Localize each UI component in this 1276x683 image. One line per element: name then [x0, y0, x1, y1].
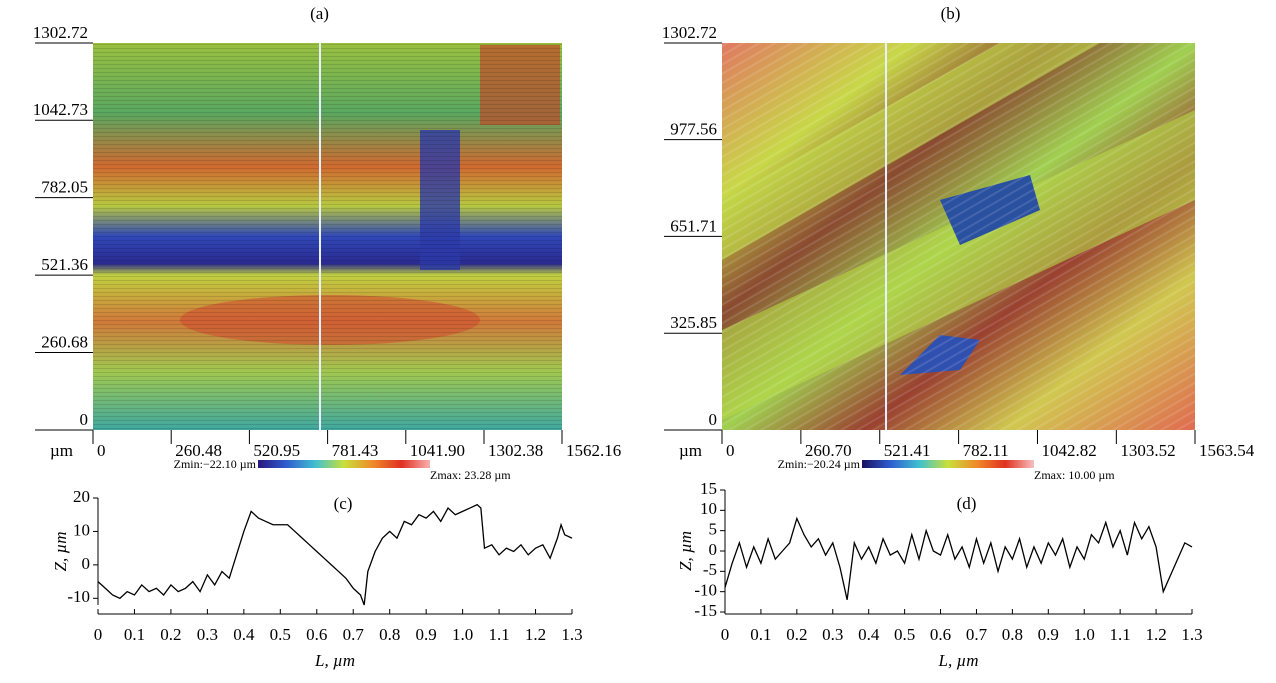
- x-tick-label: 0.4: [858, 625, 880, 644]
- x-unit-label: µm: [50, 441, 73, 460]
- x-tick-label: 260.48: [175, 441, 222, 460]
- y-tick-label: 0: [709, 410, 718, 429]
- x-tick-label: 0.5: [270, 625, 291, 644]
- x-tick-label: 0.2: [160, 625, 181, 644]
- x-tick-label: 1.2: [525, 625, 546, 644]
- panel-title: (a): [310, 4, 329, 23]
- y-tick-label: 0: [82, 554, 91, 573]
- x-tick-label: 1041.90: [410, 441, 465, 460]
- x-tick-label: 0: [97, 441, 106, 460]
- x-tick-label: 1.0: [452, 625, 473, 644]
- x-tick-label: 1303.52: [1120, 441, 1175, 460]
- y-tick-label: -5: [703, 560, 717, 579]
- y-tick-label: 1302.72: [662, 23, 717, 42]
- y-tick-label: -10: [67, 587, 90, 606]
- y-tick-label: 325.85: [670, 313, 717, 332]
- x-tick-label: 0.6: [930, 625, 951, 644]
- x-tick-label: 0: [726, 441, 735, 460]
- y-tick-label: 782.05: [41, 178, 88, 197]
- x-tick-label: 0.1: [124, 625, 145, 644]
- x-tick-label: 0.8: [1002, 625, 1023, 644]
- x-tick-label: 0.2: [786, 625, 807, 644]
- surface-image-a: [93, 43, 562, 430]
- zmax-label: Zmax: 10.00 µm: [1034, 468, 1115, 482]
- x-tick-label: 0.5: [894, 625, 915, 644]
- x-tick-label: 0.3: [197, 625, 218, 644]
- x-axis-label: L, µm: [937, 651, 978, 670]
- profile-line: [97, 503, 573, 606]
- x-unit-label: µm: [679, 441, 702, 460]
- y-tick-label: 15: [700, 479, 717, 498]
- x-tick-label: 0.7: [966, 625, 988, 644]
- y-tick-label: -15: [694, 601, 717, 620]
- zmin-label: Zmin:−20.24 µm: [778, 457, 861, 471]
- x-tick-label: 1.1: [1110, 625, 1131, 644]
- colorbar: [862, 460, 1034, 468]
- x-tick-label: 260.70: [805, 441, 852, 460]
- x-tick-label: 0.9: [1038, 625, 1059, 644]
- x-tick-label: 0: [721, 625, 730, 644]
- y-tick-label: 5: [709, 520, 718, 539]
- x-tick-label: 1042.82: [1041, 441, 1096, 460]
- x-tick-label: 0.7: [343, 625, 365, 644]
- x-tick-label: 0.1: [750, 625, 771, 644]
- x-tick-label: 520.95: [253, 441, 300, 460]
- x-axis-label: L, µm: [314, 651, 355, 670]
- x-tick-label: 0.6: [306, 625, 327, 644]
- y-tick-label: 10: [73, 520, 90, 539]
- surface-image-b: [722, 43, 1195, 430]
- y-tick-label: 1042.73: [33, 100, 88, 119]
- zmax-label: Zmax: 23.28 µm: [430, 468, 511, 482]
- x-tick-label: 1.3: [1181, 625, 1202, 644]
- x-tick-label: 0.4: [233, 625, 255, 644]
- y-tick-label: 521.36: [41, 255, 88, 274]
- x-tick-label: 0: [94, 625, 103, 644]
- y-tick-label: 651.71: [670, 216, 717, 235]
- x-tick-label: 781.43: [332, 441, 379, 460]
- y-tick-label: 0: [709, 540, 718, 559]
- profile-line: [724, 516, 1193, 600]
- x-tick-label: 1.1: [488, 625, 509, 644]
- panel-title: (c): [334, 494, 353, 513]
- x-tick-label: 0.3: [822, 625, 843, 644]
- y-tick-label: 0: [80, 410, 89, 429]
- x-tick-label: 1.3: [561, 625, 582, 644]
- x-tick-label: 0.9: [416, 625, 437, 644]
- zmin-label: Zmin:−22.10 µm: [174, 457, 257, 471]
- panel-title: (b): [941, 4, 961, 23]
- y-tick-label: 20: [73, 487, 90, 506]
- y-tick-label: 977.56: [670, 120, 717, 139]
- panel-title: (d): [957, 494, 977, 513]
- y-axis-label: Z, µm: [51, 531, 70, 571]
- colorbar: [258, 460, 430, 468]
- x-tick-label: 1302.38: [488, 441, 543, 460]
- y-axis-label: Z, µm: [676, 531, 695, 571]
- x-tick-label: 521.41: [884, 441, 931, 460]
- x-tick-label: 782.11: [963, 441, 1009, 460]
- x-tick-label: 1.2: [1145, 625, 1166, 644]
- x-tick-label: 1563.54: [1199, 441, 1255, 460]
- x-tick-label: 1.0: [1074, 625, 1095, 644]
- y-tick-label: 1302.72: [33, 23, 88, 42]
- y-tick-label: 260.68: [41, 332, 88, 351]
- y-tick-label: -10: [694, 581, 717, 600]
- x-tick-label: 1562.16: [566, 441, 621, 460]
- x-tick-label: 0.8: [379, 625, 400, 644]
- y-tick-label: 10: [700, 499, 717, 518]
